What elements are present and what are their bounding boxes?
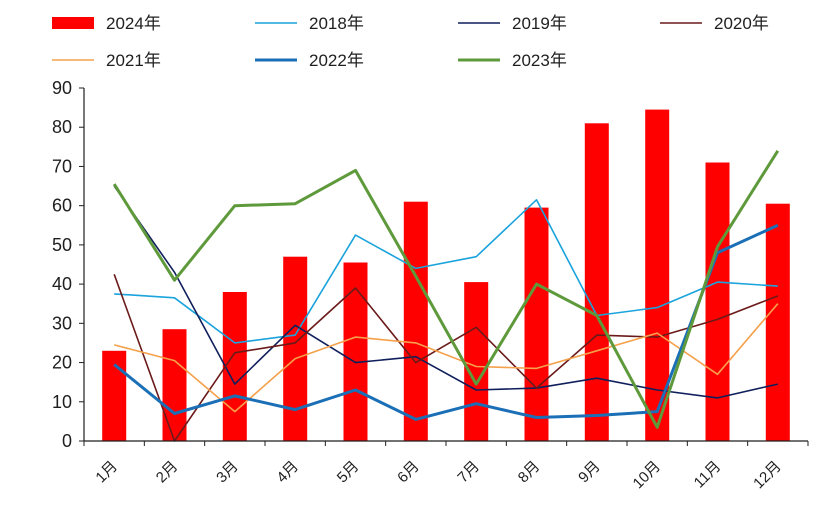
y-tick-label: 60 (52, 196, 72, 216)
bar-12 (765, 203, 790, 441)
legend-label: 2021年 (106, 51, 161, 70)
bar-5 (343, 262, 368, 441)
legend-item-2019: 2019年 (458, 14, 567, 33)
x-tick-label: 12月 (750, 458, 784, 492)
x-tick-label: 1月 (92, 458, 121, 487)
legend-item-2021: 2021年 (52, 51, 161, 70)
legend-label: 2022年 (309, 51, 364, 70)
bar-11 (705, 162, 730, 441)
y-tick-label: 50 (52, 235, 72, 255)
y-tick-label: 40 (52, 274, 72, 294)
bar-7 (464, 282, 489, 441)
bar-2 (162, 329, 187, 441)
bar-3 (222, 292, 247, 441)
y-tick-label: 80 (52, 117, 72, 137)
x-tick-label: 7月 (454, 458, 483, 487)
x-tick-label: 6月 (394, 458, 423, 487)
x-tick-label: 5月 (334, 458, 363, 487)
legend-label: 2023年 (512, 51, 567, 70)
legend-label: 2024年 (106, 14, 161, 33)
bar-6 (403, 201, 428, 441)
x-tick-label: 4月 (273, 458, 302, 487)
x-tick-label: 11月 (691, 458, 725, 492)
x-tick-label: 10月 (630, 458, 664, 492)
legend-item-2018: 2018年 (255, 14, 364, 33)
bar-1 (102, 350, 127, 441)
line-series-2018 (114, 199, 778, 344)
line-series-2023 (112, 150, 780, 429)
x-tick-label: 2月 (153, 458, 182, 487)
legend-item-2024: 2024年 (52, 14, 161, 33)
y-tick-label: 30 (52, 313, 72, 333)
y-tick-label: 90 (52, 78, 72, 98)
y-tick-label: 0 (62, 431, 72, 451)
bar-4 (283, 256, 308, 441)
legend-item-2022: 2022年 (255, 51, 364, 70)
y-tick-label: 70 (52, 156, 72, 176)
line-series-group (112, 150, 780, 442)
x-tick-label: 8月 (515, 458, 544, 487)
legend: 2024年 2018年 2019年 2020年 2021年 2022年 2023年 (52, 14, 769, 70)
y-tick-label: 20 (52, 353, 72, 373)
legend-label: 2018年 (309, 14, 364, 33)
legend-label: 2020年 (714, 14, 769, 33)
x-tick-label: 9月 (575, 458, 604, 487)
bar-8 (524, 207, 549, 441)
legend-item-2023: 2023年 (458, 51, 567, 70)
bar-series-2024 (102, 109, 790, 442)
legend-swatch (52, 17, 94, 29)
line-series-2019 (113, 185, 778, 399)
bar-10 (645, 109, 670, 441)
legend-item-2020: 2020年 (660, 14, 769, 33)
x-tick-label: 3月 (213, 458, 242, 487)
bar-9 (584, 123, 609, 442)
y-tick-label: 10 (52, 392, 72, 412)
line-series-2021 (113, 303, 779, 413)
legend-label: 2019年 (512, 14, 567, 33)
line-series-2022 (113, 223, 779, 421)
line-series-2020 (113, 274, 779, 442)
